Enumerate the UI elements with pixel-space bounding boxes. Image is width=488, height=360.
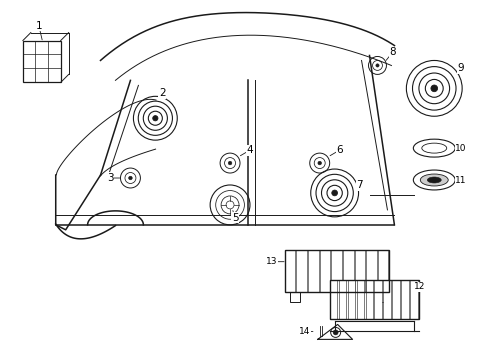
- Circle shape: [430, 85, 437, 92]
- Text: 7: 7: [356, 180, 362, 190]
- Bar: [366, 250, 376, 292]
- Text: 14: 14: [299, 327, 310, 336]
- Bar: [329, 280, 336, 319]
- Bar: [379, 292, 388, 302]
- Bar: [409, 280, 417, 319]
- Bar: [392, 280, 399, 319]
- Circle shape: [228, 161, 231, 165]
- Bar: [338, 280, 346, 319]
- Bar: [23, 41, 61, 82]
- Bar: [285, 250, 295, 292]
- Bar: [354, 250, 365, 292]
- Text: 10: 10: [454, 144, 466, 153]
- Text: 3: 3: [107, 173, 114, 183]
- Bar: [331, 250, 341, 292]
- Circle shape: [331, 190, 337, 196]
- Bar: [401, 280, 408, 319]
- Bar: [383, 280, 390, 319]
- Bar: [329, 280, 419, 319]
- Circle shape: [225, 201, 234, 209]
- Circle shape: [332, 330, 337, 335]
- Text: 6: 6: [336, 145, 342, 155]
- Bar: [347, 280, 354, 319]
- Circle shape: [317, 161, 321, 165]
- Ellipse shape: [427, 177, 440, 183]
- Bar: [319, 250, 330, 292]
- Text: 2: 2: [159, 88, 165, 98]
- Text: 8: 8: [388, 48, 395, 58]
- Bar: [289, 292, 299, 302]
- Bar: [377, 250, 387, 292]
- Bar: [285, 250, 388, 292]
- Ellipse shape: [420, 174, 447, 186]
- Text: 9: 9: [457, 63, 464, 73]
- Text: 12: 12: [413, 282, 424, 291]
- Circle shape: [152, 116, 158, 121]
- Bar: [374, 280, 381, 319]
- Circle shape: [375, 64, 378, 67]
- Bar: [342, 250, 353, 292]
- Text: 11: 11: [454, 176, 466, 185]
- Bar: [356, 280, 363, 319]
- Text: 5: 5: [231, 213, 238, 223]
- Text: 4: 4: [246, 145, 253, 155]
- Bar: [296, 250, 306, 292]
- Text: 13: 13: [265, 257, 277, 266]
- Bar: [365, 280, 372, 319]
- Text: 1: 1: [36, 21, 42, 31]
- Circle shape: [128, 176, 132, 180]
- Bar: [307, 250, 318, 292]
